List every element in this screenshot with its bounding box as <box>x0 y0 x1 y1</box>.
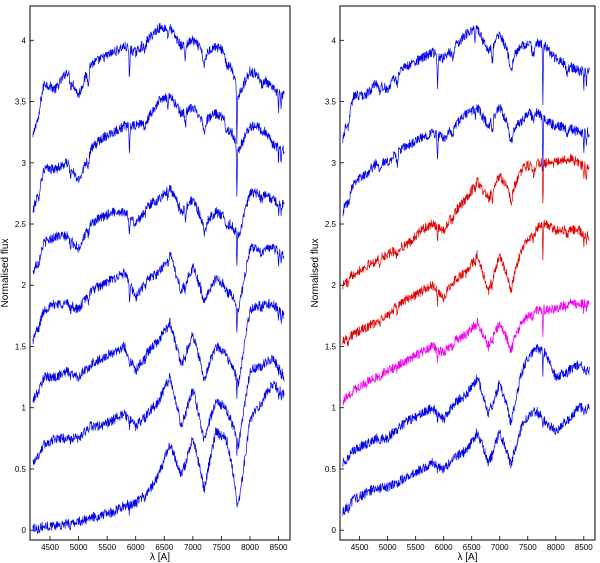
spectrum-series-3 <box>342 153 590 290</box>
y-tick-label: 2 <box>332 281 337 290</box>
x-tick-label: 7000 <box>184 543 202 552</box>
x-tick-label: 8500 <box>575 543 593 552</box>
spectrum-series-7 <box>32 380 285 534</box>
x-tick-label: 5000 <box>70 543 88 552</box>
y-tick-label: 2 <box>22 281 27 290</box>
spectrum-series-7 <box>342 402 590 516</box>
y-tick-label: 3.5 <box>15 98 27 107</box>
spectrum-series-4 <box>342 219 590 347</box>
y-tick-label: 3 <box>332 159 337 168</box>
right-x-axis-title: λ [A] <box>457 552 477 563</box>
spectrum-series-4 <box>32 243 285 345</box>
y-tick-label: 0 <box>22 526 27 535</box>
right-series-layer <box>342 25 590 516</box>
left-panel: 4500 5000 5500 6000 6500 7000 7500 8000 8500 0 0.5… <box>0 5 291 563</box>
y-tick-label: 0.5 <box>15 465 27 474</box>
x-tick-label: 7500 <box>519 543 537 552</box>
y-tick-label: 3.5 <box>325 98 337 107</box>
spectrum-series-6 <box>342 344 590 467</box>
right-tick-layer: 4500 5000 5500 6000 6500 7000 7500 8000 8500 0 0.5… <box>325 36 593 552</box>
x-tick-label: 5500 <box>98 543 116 552</box>
x-tick-label: 6500 <box>463 543 481 552</box>
x-tick-label: 8000 <box>547 543 565 552</box>
x-tick-label: 5500 <box>407 543 425 552</box>
y-tick-label: 0.5 <box>325 465 337 474</box>
x-tick-label: 4500 <box>351 543 369 552</box>
x-tick-label: 5000 <box>379 543 397 552</box>
spectrum-series-3 <box>32 184 285 275</box>
x-tick-label: 7000 <box>491 543 509 552</box>
y-tick-label: 1 <box>332 404 337 413</box>
spectrum-series-5 <box>342 298 590 406</box>
y-tick-label: 1.5 <box>15 342 27 351</box>
spectrum-series-2 <box>342 103 590 217</box>
y-tick-label: 1 <box>22 404 27 413</box>
y-tick-label: 1.5 <box>325 342 337 351</box>
y-tick-label: 3 <box>22 159 27 168</box>
x-tick-label: 8000 <box>241 543 259 552</box>
left-x-axis-title: λ [A] <box>150 552 170 563</box>
left-tick-layer: 4500 5000 5500 6000 6500 7000 7500 8000 8500 0 0.5… <box>15 36 288 552</box>
left-series-layer <box>32 23 285 534</box>
left-plot-frame <box>29 5 291 541</box>
spectrum-series-1 <box>32 23 285 145</box>
spectrum-series-2 <box>32 92 285 213</box>
y-tick-label: 2.5 <box>15 220 27 229</box>
right-panel: 4500 5000 5500 6000 6500 7000 7500 8000 8500 0 0.5… <box>310 5 596 563</box>
x-tick-label: 6000 <box>127 543 145 552</box>
left-y-axis-title: Normalised flux <box>0 239 11 308</box>
spectrum-series-6 <box>32 354 285 466</box>
x-tick-label: 8500 <box>270 543 288 552</box>
y-tick-label: 0 <box>332 526 337 535</box>
y-tick-label: 4 <box>332 36 337 45</box>
right-plot-frame <box>339 5 596 541</box>
spectrum-series-1 <box>342 25 590 144</box>
spectrum-series-5 <box>32 298 285 404</box>
x-tick-label: 4500 <box>41 543 59 552</box>
y-tick-label: 4 <box>22 36 27 45</box>
y-tick-label: 2.5 <box>325 220 337 229</box>
x-tick-label: 6500 <box>155 543 173 552</box>
x-tick-label: 6000 <box>435 543 453 552</box>
right-y-axis-title: Normalised flux <box>310 239 321 308</box>
x-tick-label: 7500 <box>213 543 231 552</box>
